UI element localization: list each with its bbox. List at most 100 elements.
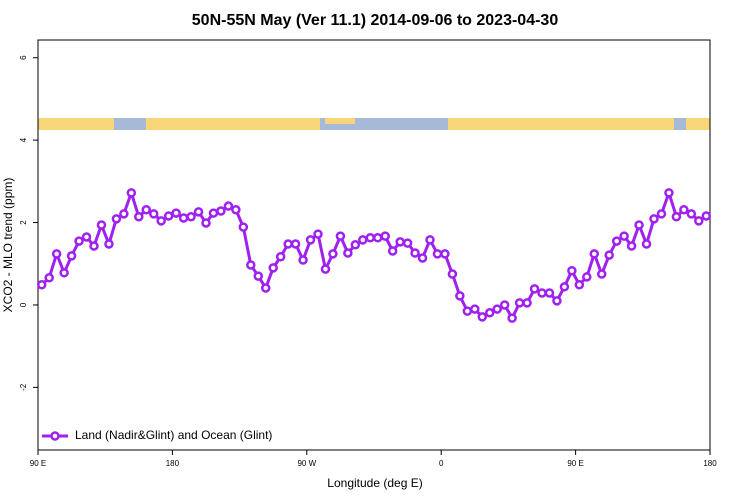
data-point [559, 282, 570, 292]
data-point [253, 271, 264, 281]
data-point [163, 211, 174, 221]
data-point [701, 211, 712, 221]
data-point [260, 283, 271, 293]
x-tick-label: 0 [439, 459, 444, 468]
data-point [470, 304, 480, 314]
data-point [305, 235, 316, 245]
data-point [604, 250, 614, 260]
x-tick-label: 90 E [30, 459, 46, 468]
y-tick-label: 4 [19, 137, 28, 142]
data-point [425, 235, 435, 245]
data-point [343, 248, 353, 258]
data-point [686, 209, 697, 219]
data-point [96, 220, 107, 230]
data-point [649, 214, 659, 224]
data-point [350, 240, 361, 250]
data-point [380, 231, 390, 241]
data-point [455, 291, 465, 301]
data-point [656, 209, 667, 219]
legend-label: Land (Nadir&Glint) and Ocean (Glint) [75, 428, 272, 442]
data-point [178, 213, 189, 223]
data-point [387, 246, 398, 256]
data-point [372, 233, 383, 243]
data-point [36, 280, 47, 290]
x-axis-label: Longitude (deg E) [327, 476, 422, 490]
data-point [529, 284, 540, 294]
y-axis-label: XCO2 - MLO trend (ppm) [1, 178, 15, 313]
data-point [81, 232, 92, 242]
data-point [44, 273, 54, 283]
data-point [275, 251, 286, 262]
data-point [313, 229, 323, 239]
data-point [238, 222, 249, 232]
data-point [507, 313, 517, 323]
data-point [589, 249, 600, 259]
data-point [447, 269, 458, 279]
data-point [223, 201, 234, 211]
y-tick-label: 2 [19, 220, 28, 225]
data-point [246, 260, 256, 270]
legend-marker [50, 431, 60, 441]
data-point [51, 249, 62, 259]
data-point [484, 308, 495, 318]
data-point [156, 216, 166, 226]
data-point [119, 209, 129, 219]
data-point [514, 298, 525, 308]
data-point [141, 205, 152, 215]
data-point [679, 205, 689, 215]
x-tick-label: 90 E [567, 459, 583, 468]
data-point [544, 288, 555, 298]
data-point [499, 300, 510, 310]
data-point [328, 249, 338, 259]
data-point [66, 251, 77, 261]
data-point [432, 249, 443, 259]
data-point [477, 312, 488, 322]
data-point [358, 235, 368, 245]
data-point [671, 212, 682, 222]
chart-title: 50N-55N May (Ver 11.1) 2014-09-06 to 202… [192, 12, 559, 29]
data-point [574, 280, 585, 290]
data-point [231, 205, 241, 215]
data-point [290, 239, 301, 249]
y-tick-label: -2 [19, 383, 28, 391]
data-point [582, 272, 592, 282]
data-point [410, 248, 420, 258]
data-point [186, 212, 196, 222]
data-point [694, 216, 704, 226]
data-point [492, 304, 502, 314]
data-point [201, 218, 211, 228]
x-tick-label: 90 W [297, 459, 316, 468]
data-point [104, 239, 114, 249]
data-point [111, 214, 122, 224]
data-point [59, 268, 69, 278]
data-point [440, 249, 450, 259]
data-point [89, 241, 99, 251]
data-point [611, 236, 622, 246]
data-point [193, 207, 204, 217]
data-point [417, 253, 428, 263]
y-tick-label: 0 [19, 302, 28, 307]
data-point [216, 206, 226, 216]
data-point [634, 220, 644, 230]
data-point [626, 241, 637, 251]
data-point [552, 296, 562, 306]
data-point [134, 212, 144, 222]
data-point [298, 255, 308, 265]
data-point [462, 306, 473, 316]
x-tick-label: 180 [166, 459, 180, 468]
data-point [268, 263, 278, 273]
data-point [567, 266, 577, 276]
data-point [335, 231, 346, 241]
data-point [537, 288, 547, 298]
land-ocean-mask [38, 118, 710, 130]
data-point [522, 298, 532, 308]
data-point [208, 208, 219, 218]
y-tick-label: 6 [19, 55, 28, 60]
data-point [365, 233, 376, 243]
data-point [283, 239, 293, 249]
data-point [148, 209, 159, 219]
data-point [126, 188, 137, 198]
data-point [171, 208, 181, 218]
data-point [395, 237, 405, 247]
